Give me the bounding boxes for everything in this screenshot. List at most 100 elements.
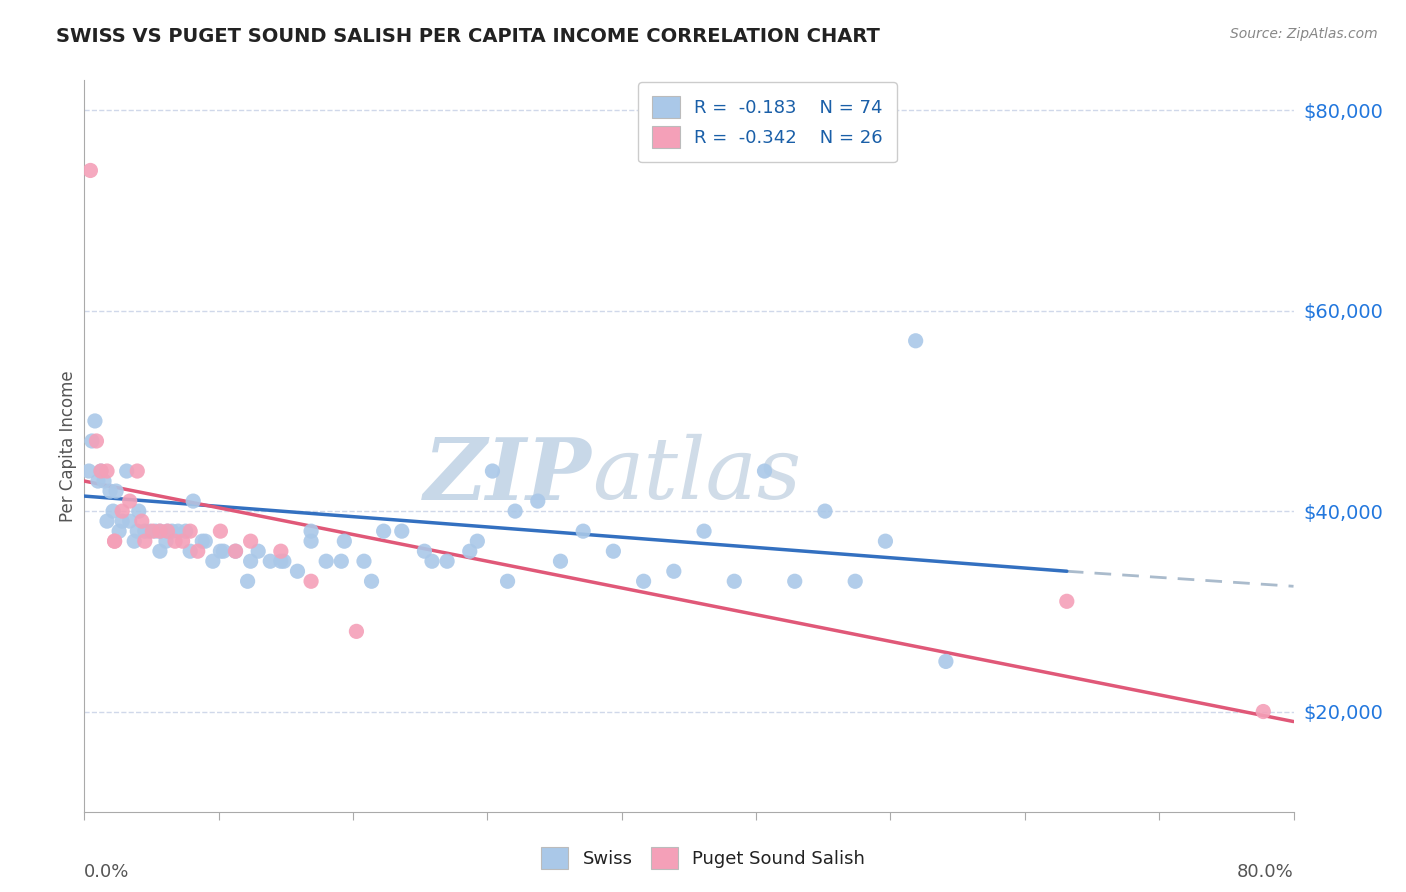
Point	[247, 544, 270, 558]
Point	[420, 554, 443, 568]
Point	[225, 544, 247, 558]
Point	[84, 414, 107, 428]
Point	[481, 464, 503, 478]
Point	[87, 474, 110, 488]
Point	[86, 434, 108, 448]
Point	[156, 524, 179, 538]
Point	[122, 534, 145, 549]
Point	[96, 464, 118, 478]
Point	[633, 574, 655, 589]
Point	[179, 524, 201, 538]
Point	[128, 504, 150, 518]
Point	[174, 524, 197, 538]
Point	[1056, 594, 1078, 608]
Point	[101, 504, 124, 518]
Point	[201, 554, 224, 568]
Point	[353, 554, 375, 568]
Text: atlas: atlas	[592, 434, 801, 516]
Point	[783, 574, 806, 589]
Point	[105, 484, 128, 499]
Point	[90, 464, 112, 478]
Point	[111, 504, 134, 518]
Point	[155, 534, 177, 549]
Text: Source: ZipAtlas.com: Source: ZipAtlas.com	[1230, 27, 1378, 41]
Point	[134, 534, 156, 549]
Point	[287, 564, 309, 578]
Point	[96, 514, 118, 528]
Point	[330, 554, 353, 568]
Point	[360, 574, 382, 589]
Point	[458, 544, 481, 558]
Legend: Swiss, Puget Sound Salish: Swiss, Puget Sound Salish	[531, 838, 875, 879]
Point	[413, 544, 436, 558]
Point	[299, 534, 322, 549]
Point	[79, 163, 101, 178]
Point	[503, 504, 526, 518]
Point	[270, 544, 292, 558]
Point	[602, 544, 624, 558]
Point	[373, 524, 395, 538]
Point	[149, 524, 172, 538]
Text: SWISS VS PUGET SOUND SALISH PER CAPITA INCOME CORRELATION CHART: SWISS VS PUGET SOUND SALISH PER CAPITA I…	[56, 27, 880, 45]
Point	[693, 524, 716, 538]
Point	[108, 524, 131, 538]
Point	[115, 464, 138, 478]
Point	[550, 554, 572, 568]
Point	[754, 464, 776, 478]
Point	[270, 554, 292, 568]
Point	[333, 534, 356, 549]
Point	[160, 524, 183, 538]
Point	[212, 544, 235, 558]
Point	[935, 655, 957, 669]
Point	[904, 334, 927, 348]
Point	[875, 534, 897, 549]
Point	[299, 524, 322, 538]
Point	[346, 624, 368, 639]
Point	[141, 524, 163, 538]
Point	[844, 574, 866, 589]
Point	[239, 534, 262, 549]
Point	[111, 514, 134, 528]
Point	[209, 524, 232, 538]
Point	[127, 464, 149, 478]
Point	[104, 534, 127, 549]
Point	[814, 504, 837, 518]
Text: 80.0%: 80.0%	[1237, 863, 1294, 881]
Point	[209, 544, 232, 558]
Point	[165, 534, 187, 549]
Point	[191, 534, 214, 549]
Point	[273, 554, 295, 568]
Point	[467, 534, 489, 549]
Point	[181, 494, 204, 508]
Point	[127, 524, 149, 538]
Point	[179, 544, 201, 558]
Point	[315, 554, 337, 568]
Point	[98, 484, 121, 499]
Point	[662, 564, 685, 578]
Point	[723, 574, 745, 589]
Text: ZIP: ZIP	[425, 434, 592, 517]
Point	[138, 524, 160, 538]
Point	[172, 534, 194, 549]
Point	[149, 524, 172, 538]
Point	[194, 534, 217, 549]
Point	[93, 474, 115, 488]
Point	[225, 544, 247, 558]
Point	[239, 554, 262, 568]
Y-axis label: Per Capita Income: Per Capita Income	[59, 370, 77, 522]
Point	[391, 524, 413, 538]
Text: 0.0%: 0.0%	[84, 863, 129, 881]
Point	[131, 514, 153, 528]
Point	[299, 574, 322, 589]
Point	[436, 554, 458, 568]
Point	[149, 544, 172, 558]
Point	[496, 574, 519, 589]
Point	[118, 494, 141, 508]
Point	[187, 544, 209, 558]
Point	[118, 514, 141, 528]
Point	[259, 554, 281, 568]
Legend: R =  -0.183    N = 74, R =  -0.342    N = 26: R = -0.183 N = 74, R = -0.342 N = 26	[638, 82, 897, 162]
Point	[1253, 705, 1275, 719]
Point	[527, 494, 550, 508]
Point	[156, 524, 179, 538]
